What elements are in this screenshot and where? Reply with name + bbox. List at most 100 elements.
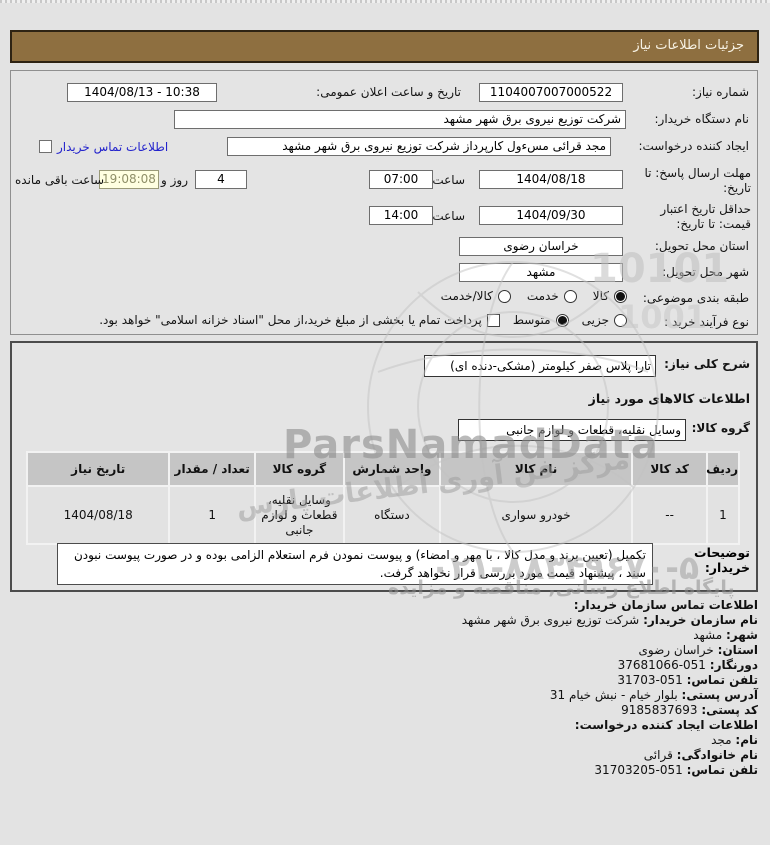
goods-group-label: گروه کالا: [691,421,750,435]
classification-option-goods-service[interactable]: کالا/خدمت [441,289,511,303]
contact-value: مشهد [693,628,723,642]
classification-option-goods[interactable]: کالا [593,289,627,303]
col-header-row-number: ردیف [705,451,741,487]
page-title: جزئیات اطلاعات نیاز [10,30,759,63]
contact-value: قرائی [643,748,673,762]
col-header-unit: واحد شمارش [342,451,441,487]
contact-line: آدرس پستی: بلوار خیام - نبش خیام 31 [12,688,758,703]
goods-table-header-row: ردیف کد کالا نام کالا واحد شمارش گروه کا… [25,451,741,487]
announce-datetime-input[interactable]: 1404/08/13 - 10:38 [67,83,217,102]
radio-icon[interactable] [563,289,577,303]
contact-label: استان: [717,643,758,657]
goods-table: ردیف کد کالا نام کالا واحد شمارش گروه کا… [25,451,741,545]
cell-row-number: 1 [705,485,741,545]
buyer-org-input[interactable]: شرکت توزیع نیروی برق شهر مشهد [174,110,626,129]
option-label: کالا [592,289,609,303]
cell-goods-name: خودرو سواری [438,485,634,545]
contact-label: شهر: [726,628,758,642]
goods-section-heading: اطلاعات کالاهای مورد نیاز [588,391,750,406]
remaining-days-input[interactable]: 4 [195,170,247,189]
contact-value: خراسان رضوی [638,643,714,657]
option-label: متوسط [512,313,551,327]
announce-datetime-label: تاریخ و ساعت اعلان عمومی: [316,85,461,99]
contact-value: 31703-051 [617,673,683,687]
validity-hour-label: ساعت [432,209,465,223]
treasury-checkbox-label: پرداخت تمام یا بخشی از مبلغ خرید،از محل … [99,313,482,327]
cell-goods-code: -- [631,485,708,545]
creator-contact-heading: اطلاعات ایجاد کننده درخواست: [574,718,758,732]
classification-option-service[interactable]: خدمت [527,289,577,303]
price-validity-label: حداقل تاریخ اعتبار قیمت: تا تاریخ: [660,202,751,231]
contact-line: تلفن تماس: 31703-051 [12,673,758,688]
buyer-contact-marker-box[interactable] [39,140,52,153]
col-header-goods-code: کد کالا [631,451,708,487]
goods-info-panel: شرح کلی نیاز: تارا پلاس صفر کیلومتر (مشک… [10,341,758,592]
contact-label: نام: [735,733,758,747]
request-creator-input[interactable]: مجد قرائی مسءول کارپرداز شرکت توزیع نیرو… [227,137,611,156]
option-label: کالا/خدمت [440,289,493,303]
cell-need-date: 1404/08/18 [25,485,171,545]
process-option-minor[interactable]: جزیی [582,313,627,327]
cell-unit: دستگاه [342,485,441,545]
process-option-medium[interactable]: متوسط [513,313,569,327]
treasury-checkbox-icon[interactable] [486,313,500,327]
need-number-label: شماره نیاز: [692,85,749,99]
request-creator-label: ایجاد کننده درخواست: [638,139,749,153]
contact-line: نام: مجد [12,733,758,748]
goods-group-input[interactable]: وسایل نقلیه، قطعات و لوازم جانبی [458,419,686,441]
cell-group: وسایل نقلیه، قطعات و لوازم جانبی [253,485,345,545]
contact-line: تلفن تماس: 31703205-051 [12,763,758,778]
contact-value: 9185837693 [621,703,698,717]
deadline-date-input[interactable]: 1404/08/18 [479,170,623,189]
validity-date-input[interactable]: 1404/09/30 [479,206,623,225]
contact-line: کد پستی: 9185837693 [12,703,758,718]
need-number-input[interactable]: 1104007007000522 [479,83,623,102]
contact-label: دورنگار: [709,658,758,672]
radio-icon[interactable] [497,289,511,303]
option-label: جزیی [581,313,609,327]
contact-value: 37681066-051 [617,658,706,672]
org-contact-heading: اطلاعات تماس سازمان خریدار: [573,598,758,612]
contact-value: مجد [711,733,732,747]
response-deadline-label: مهلت ارسال پاسخ: تا تاریخ: [644,166,751,195]
classification-label: طبقه بندی موضوعی: [642,291,749,305]
process-type-label: نوع فرآیند خرید : [664,315,749,329]
remaining-time-countdown: 19:08:08 [99,170,159,189]
contact-value: شرکت توزیع نیروی برق شهر مشهد [461,613,640,627]
deadline-time-input[interactable]: 07:00 [369,170,433,189]
contact-info-section: اطلاعات تماس سازمان خریدار: نام سازمان خ… [12,598,758,778]
delivery-province-input[interactable]: خراسان رضوی [459,237,623,256]
radio-icon[interactable] [614,289,627,303]
contact-line: شهر: مشهد [12,628,758,643]
contact-label: تلفن تماس: [686,673,758,687]
contact-line: نام خانوادگی: قرائی [12,748,758,763]
buyer-contact-link[interactable]: اطلاعات تماس خریدار [57,140,169,154]
contact-value: 31703205-051 [594,763,683,777]
contact-label: کد پستی: [701,703,758,717]
days-and-label: روز و [161,173,188,187]
need-info-panel: شماره نیاز: 1104007007000522 تاریخ و ساع… [10,70,758,335]
contact-line: استان: خراسان رضوی [12,643,758,658]
radio-icon[interactable] [614,313,627,327]
treasury-payment-option[interactable]: پرداخت تمام یا بخشی از مبلغ خرید،از محل … [99,313,500,327]
cell-quantity: 1 [168,485,256,545]
contact-label: نام خانوادگی: [676,748,758,762]
delivery-city-input[interactable]: مشهد [459,263,623,282]
col-header-need-date: تاریخ نیاز [25,451,171,487]
option-label: خدمت [526,289,559,303]
col-header-quantity: تعداد / مقدار [168,451,256,487]
buyer-notes-textarea[interactable]: تکمیل (تعیین برند و مدل کالا ، با مهر و … [57,543,653,585]
contact-line: دورنگار: 37681066-051 [12,658,758,673]
col-header-group: گروه کالا [253,451,345,487]
contact-label: آدرس پستی: [681,688,758,702]
overall-desc-input[interactable]: تارا پلاس صفر کیلومتر (مشکی-دنده ای) [424,355,656,377]
deadline-hour-label: ساعت [432,173,465,187]
radio-icon[interactable] [555,313,569,327]
contact-label: نام سازمان خریدار: [643,613,758,627]
contact-value: بلوار خیام - نبش خیام 31 [549,688,678,702]
table-row: 1 -- خودرو سواری دستگاه وسایل نقلیه، قطع… [25,485,741,545]
delivery-city-label: شهر محل تحویل: [662,265,749,279]
hours-remaining-label: ساعت باقی مانده [15,173,105,187]
validity-time-input[interactable]: 14:00 [369,206,433,225]
